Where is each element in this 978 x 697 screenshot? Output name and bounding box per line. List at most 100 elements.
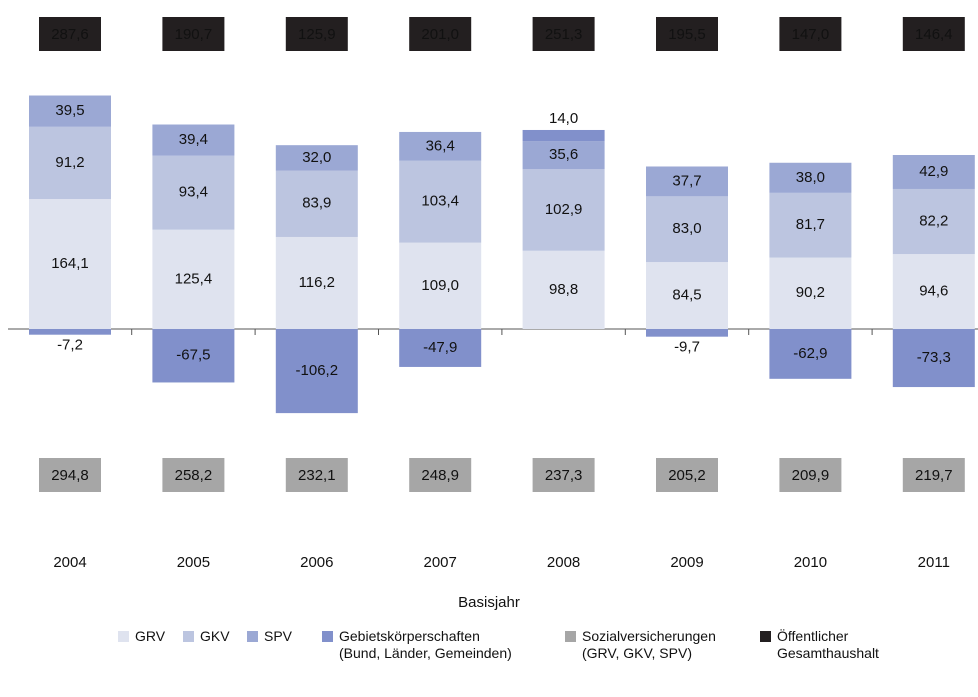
bar-segment: [275, 170, 358, 237]
total-box: [902, 458, 965, 492]
value-label: 103,4: [421, 193, 459, 210]
value-label: 93,4: [179, 184, 208, 201]
bar-segment: [892, 254, 975, 329]
bar-segment: [399, 131, 482, 161]
value-label: -47,9: [423, 339, 457, 356]
total-label: 287,6: [51, 26, 89, 43]
x-tick-label: 2005: [177, 554, 210, 571]
bar-segment: [29, 329, 111, 335]
bar-segment: [152, 329, 235, 383]
value-label: -62,9: [793, 345, 827, 362]
bar-segment: [29, 126, 111, 200]
bar-segment: [29, 199, 111, 329]
legend-swatch: [247, 631, 258, 642]
legend-swatch: [322, 631, 333, 642]
bar-segment: [892, 329, 975, 388]
value-label: 84,5: [672, 287, 701, 304]
value-label: 83,0: [672, 220, 701, 237]
bar-segment: [399, 160, 482, 243]
bar-segment: [522, 169, 605, 251]
legend-item: SPV: [247, 628, 293, 645]
legend-swatch: [183, 631, 194, 642]
total-label: 237,3: [545, 467, 583, 484]
value-label: 39,5: [55, 102, 84, 119]
x-tick-label: 2004: [53, 554, 86, 571]
x-axis-label: Basisjahr: [458, 594, 520, 611]
bar-segment: [892, 154, 975, 189]
value-label: 164,1: [51, 255, 89, 272]
bar-segment: [646, 262, 728, 329]
legend-item: Öffentlicher Gesamthaushalt: [760, 628, 879, 662]
value-label: 125,4: [175, 270, 213, 287]
total-box: [409, 17, 472, 51]
value-label: 83,9: [302, 195, 331, 212]
total-label: 125,9: [298, 26, 336, 43]
value-label: 32,0: [302, 149, 331, 166]
bar-segment: [399, 242, 482, 329]
bar-segment: [769, 329, 852, 379]
x-tick-label: 2008: [547, 554, 580, 571]
value-label: 94,6: [919, 283, 948, 300]
legend-item: GKV: [183, 628, 230, 645]
total-label: 205,2: [668, 467, 706, 484]
total-label: 258,2: [175, 467, 213, 484]
total-label: 248,9: [421, 467, 459, 484]
legend-label: Gebietskörperschaften (Bund, Länder, Gem…: [339, 628, 512, 661]
chart: Basisjahr 2004 164,1 91,2 39,5 -7,2 294,8 287,…: [8, 17, 978, 611]
value-label: 42,9: [919, 163, 948, 180]
bar-segment: [399, 329, 482, 367]
value-label: 14,0: [549, 110, 578, 127]
total-box: [779, 17, 842, 51]
value-label: -67,5: [176, 347, 210, 364]
bar-segment: [646, 166, 728, 197]
legend-swatch: [760, 631, 771, 642]
total-label: 209,9: [792, 467, 830, 484]
legend-label: SPV: [264, 628, 293, 644]
bar-segment: [892, 188, 975, 255]
legend-label: Öffentlicher Gesamthaushalt: [777, 628, 879, 661]
total-box: [532, 458, 595, 492]
total-box: [162, 17, 225, 51]
x-tick-label: 2011: [918, 554, 950, 571]
total-label: 190,7: [175, 26, 213, 43]
bar-segment: [152, 229, 235, 329]
total-label: 294,8: [51, 467, 89, 484]
value-label: 37,7: [672, 172, 701, 189]
bar-segment: [522, 141, 605, 170]
total-label: 219,7: [915, 467, 953, 484]
value-label: 102,9: [545, 201, 583, 218]
x-tick-label: 2007: [424, 554, 457, 571]
legend-swatch: [118, 631, 129, 642]
legend-item: GRV: [118, 628, 166, 645]
total-label: 201,0: [421, 26, 459, 43]
value-label: 81,7: [796, 216, 825, 233]
total-box: [409, 458, 472, 492]
total-label: 195,5: [668, 26, 706, 43]
total-label: 146,4: [915, 26, 953, 43]
total-label: 147,0: [792, 26, 830, 43]
total-box: [532, 17, 595, 51]
legend-label: GRV: [135, 628, 166, 644]
legend-item: Sozialversicherungen (GRV, GKV, SPV): [565, 628, 716, 662]
total-box: [902, 17, 965, 51]
total-label: 232,1: [298, 467, 336, 484]
x-tick-label: 2009: [670, 554, 703, 571]
legend-label: GKV: [200, 628, 230, 644]
bar-segment: [522, 250, 605, 329]
value-label: -73,3: [917, 349, 951, 366]
total-box: [656, 458, 718, 492]
legend-label: Sozialversicherungen (GRV, GKV, SPV): [582, 628, 716, 661]
bar-segment: [769, 192, 852, 258]
bar-segment: [769, 257, 852, 329]
bar-segment: [646, 329, 728, 337]
total-box: [779, 458, 842, 492]
legend-item: Gebietskörperschaften (Bund, Länder, Gem…: [322, 628, 512, 662]
x-tick-label: 2010: [794, 554, 827, 571]
bar-segment: [152, 124, 235, 156]
total-box: [285, 458, 348, 492]
total-box: [39, 17, 101, 51]
value-label: 116,2: [299, 274, 335, 291]
value-label: 91,2: [55, 154, 84, 171]
value-label: -7,2: [57, 337, 83, 354]
total-label: 251,3: [545, 26, 583, 43]
